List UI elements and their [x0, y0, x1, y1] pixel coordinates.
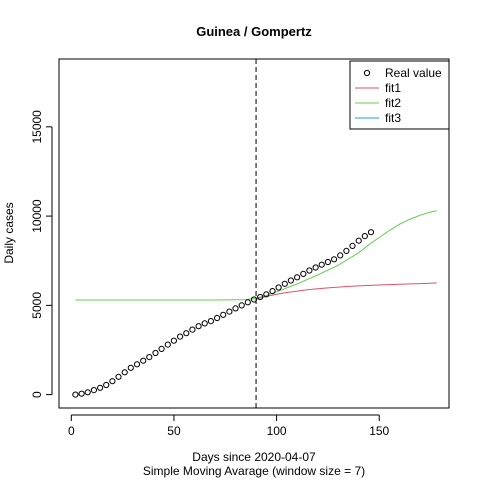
y-tick-label: 5000 [30, 292, 44, 319]
data-point [189, 326, 196, 333]
data-point [183, 330, 190, 337]
x-tick-label: 100 [267, 424, 287, 438]
data-point [152, 349, 159, 357]
data-point [355, 237, 362, 244]
data-point [214, 314, 221, 322]
x-axis: 0 50 100 150 [68, 414, 390, 438]
data-point [84, 389, 91, 396]
x-tick-label: 0 [68, 424, 75, 438]
plot-frame [58, 58, 450, 409]
data-point [337, 252, 344, 259]
data-point [78, 390, 85, 397]
data-point [312, 264, 319, 271]
legend-label: fit3 [385, 111, 401, 125]
series-line-fit1 [255, 282, 437, 300]
data-point [226, 308, 233, 315]
data-point [127, 364, 134, 371]
data-point [121, 369, 128, 376]
y-tick-label: 10000 [30, 199, 44, 233]
data-point [195, 323, 202, 330]
data-point [343, 247, 350, 254]
data-point [103, 381, 110, 389]
data-point [72, 391, 79, 398]
x-axis-sublabel: Simple Moving Avarage (window size = 7) [143, 464, 365, 478]
y-tick-label: 0 [30, 391, 44, 398]
data-point [367, 229, 375, 236]
data-point [238, 302, 245, 309]
data-point [201, 320, 208, 327]
y-tick-label: 15000 [30, 110, 44, 144]
legend-box [349, 60, 450, 130]
data-point [146, 354, 153, 361]
legend-label: Real value [385, 66, 442, 80]
series-line-fit2 [75, 210, 437, 301]
data-point [306, 267, 313, 274]
data-point [207, 318, 214, 325]
data-point [349, 242, 356, 249]
x-tick-label: 50 [167, 424, 181, 438]
data-point [257, 293, 264, 301]
data-point [133, 361, 141, 368]
data-point [244, 299, 251, 306]
y-axis-label: Daily cases [2, 202, 16, 263]
data-point [97, 384, 104, 391]
data-point [361, 233, 368, 240]
data-point [275, 284, 282, 291]
data-point [164, 341, 171, 348]
legend-label: fit1 [385, 81, 401, 95]
data-point [294, 274, 301, 281]
data-point [318, 261, 325, 268]
data-point [115, 373, 122, 380]
data-point [232, 305, 239, 312]
chart-title: Guinea / Gompertz [196, 24, 312, 39]
data-point [263, 291, 270, 298]
data-point [90, 387, 98, 394]
data-point [269, 288, 276, 295]
data-point [250, 296, 258, 303]
legend-label: fit2 [385, 96, 401, 110]
data-point [300, 270, 307, 277]
data-point [220, 311, 227, 318]
data-point [109, 378, 116, 385]
data-point [331, 256, 338, 263]
y-axis: 0 5000 10000 15000 [30, 110, 53, 398]
x-axis-label: Days since 2020-04-07 [192, 450, 316, 464]
data-point [281, 280, 288, 287]
data-point [287, 277, 294, 284]
data-point [140, 357, 147, 364]
x-tick-label: 150 [369, 424, 389, 438]
data-point [177, 333, 184, 340]
data-point [170, 337, 177, 344]
data-point [324, 258, 331, 266]
data-point [158, 345, 165, 352]
plot-content [72, 59, 437, 408]
legend-marker [363, 69, 371, 77]
